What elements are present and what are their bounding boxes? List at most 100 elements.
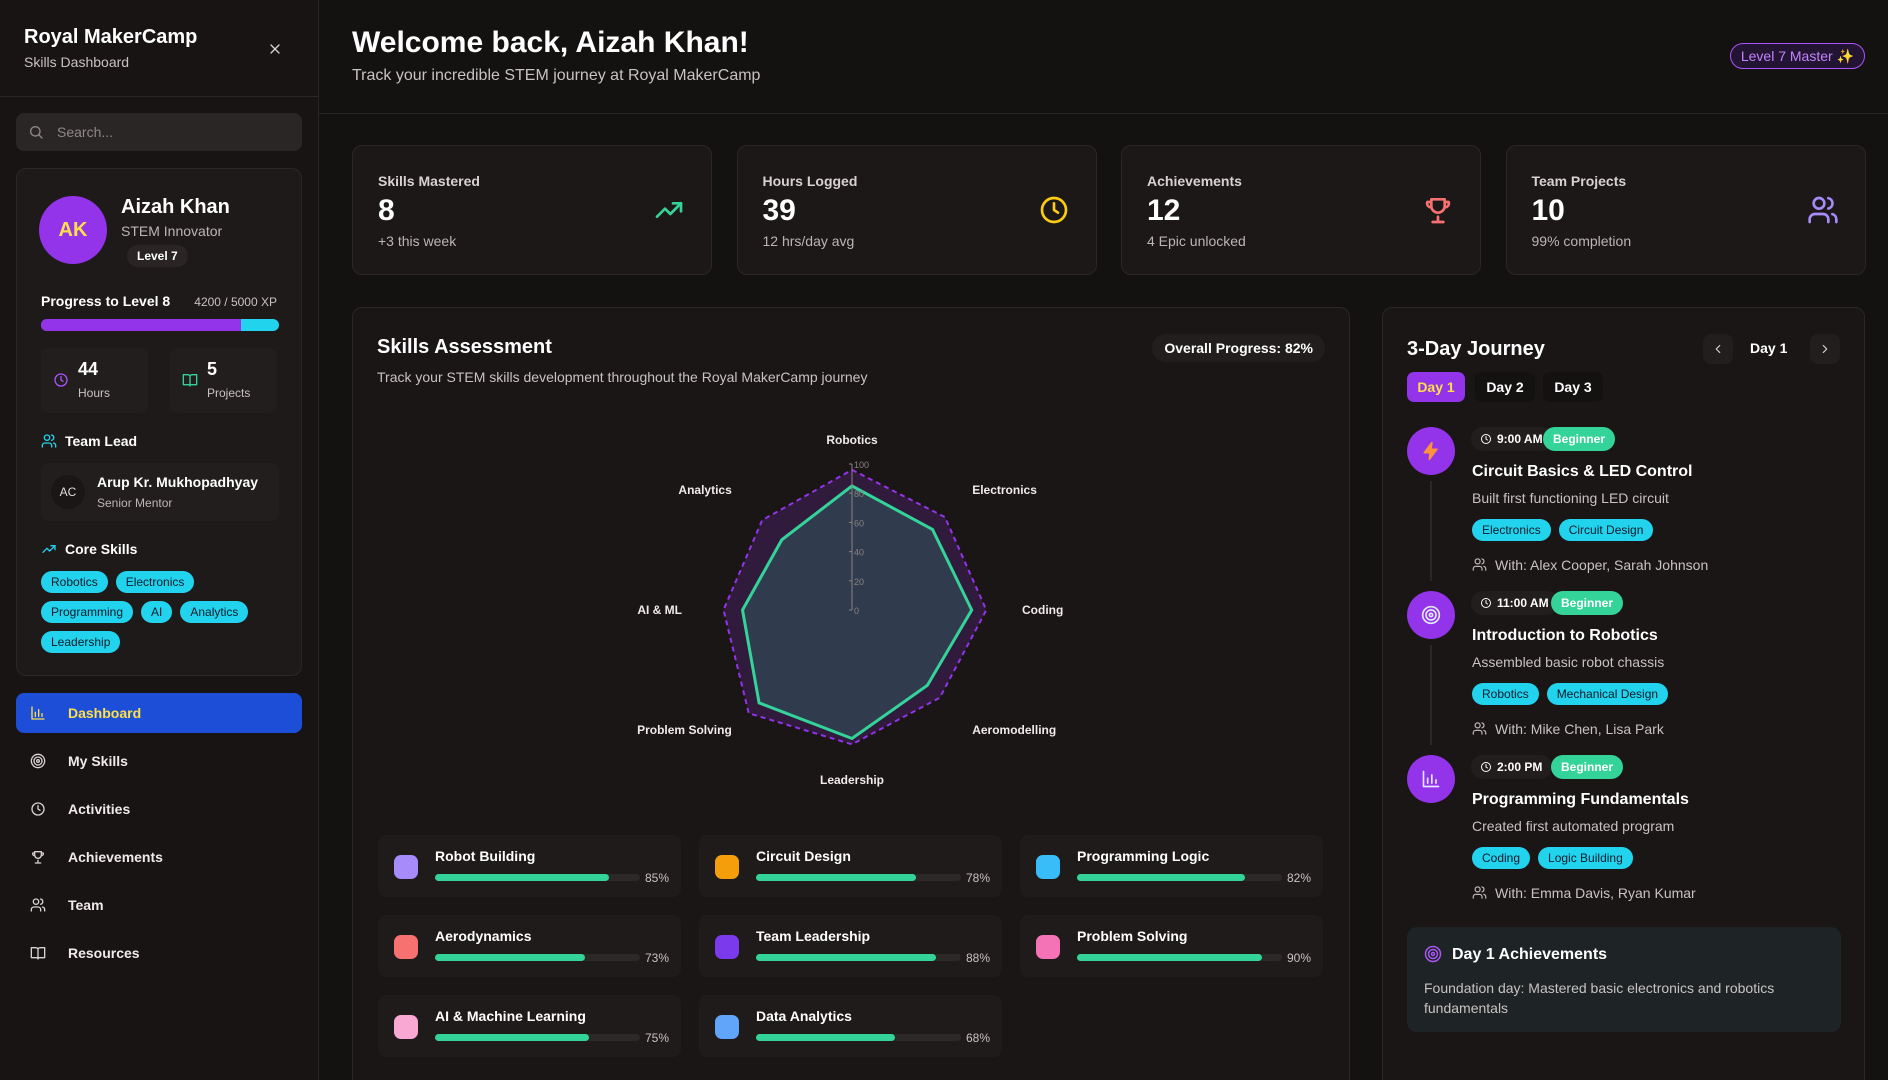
mini-stat-icon: [54, 373, 68, 387]
skills-title: Skills Assessment: [377, 336, 552, 358]
skill-card: Data Analytics 68%: [699, 995, 1002, 1057]
nav-item[interactable]: My Skills: [16, 741, 302, 781]
mini-stat-value: 5: [207, 359, 218, 379]
xp-label: 4200 / 5000 XP: [194, 295, 277, 309]
mentor-name: Arup Kr. Mukhopadhyay: [97, 474, 259, 490]
skill-icon: [1036, 935, 1060, 959]
sidebar: Royal MakerCamp Skills Dashboard Search...…: [0, 0, 319, 1080]
day-tab[interactable]: Day 3: [1543, 372, 1603, 402]
time-text: 11:00 AM: [1497, 596, 1549, 610]
icon-shape: [1474, 558, 1481, 565]
page-subtitle: Track your incredible STEM journey at Ro…: [352, 67, 761, 84]
nav-item[interactable]: Achievements: [16, 837, 302, 877]
timeline-icon: [1422, 770, 1440, 788]
icon-shape: [1428, 612, 1434, 618]
day-tab[interactable]: Day 2: [1475, 372, 1535, 402]
event-description: Built first functioning LED circuit: [1472, 490, 1669, 506]
radar-category-label: Coding: [1022, 603, 1063, 617]
icon-shape: [1485, 764, 1488, 769]
event-with: With: Alex Cooper, Sarah Johnson: [1495, 557, 1709, 573]
close-button[interactable]: [264, 38, 286, 60]
icon-shape: [30, 753, 46, 769]
icon-shape: [31, 802, 45, 816]
radar-area: [740, 484, 974, 741]
skill-bar: [1077, 954, 1262, 961]
skill-percent: 78%: [965, 871, 990, 885]
tag: Logic Building: [1538, 847, 1633, 869]
event-with: With: Mike Chen, Lisa Park: [1495, 721, 1664, 737]
skill-bar: [756, 1034, 896, 1041]
journey-title: 3-Day Journey: [1407, 338, 1545, 360]
skill-card: AI & Machine Learning 75%: [378, 995, 681, 1057]
timeline-icon: [1421, 605, 1441, 625]
nav-label: Resources: [68, 945, 140, 961]
mentor-avatar: AC: [51, 475, 85, 509]
skills-panel: Skills Assessment Track your STEM skills …: [352, 307, 1350, 1080]
timeline-dot: [1407, 755, 1455, 803]
timeline-line: [1430, 481, 1432, 581]
icon-shape: [30, 126, 41, 137]
core-skills: Robotics Electronics Programming AI Analytic…: [41, 571, 271, 653]
with-icon: [1472, 558, 1487, 571]
next-day-button[interactable]: [1810, 334, 1840, 364]
nav-icon: [30, 947, 46, 960]
mini-stat: 44 Hours: [41, 348, 148, 413]
icon-shape: [1472, 886, 1487, 899]
nav-icon: [31, 802, 45, 816]
stat-value: 39: [762, 194, 796, 227]
search-box[interactable]: Search...: [16, 113, 302, 151]
event-with: With: Emma Davis, Ryan Kumar: [1495, 885, 1696, 901]
icon-shape: [1481, 762, 1491, 772]
journey-panel: 3-Day Journey Day 1 Day 1 Day 2 Day 3 9:00 AM…: [1382, 307, 1865, 1080]
icon-shape: [182, 374, 198, 387]
nav-label: Achievements: [68, 849, 163, 865]
search-icon: [30, 126, 43, 139]
icon-shape: [1052, 202, 1059, 214]
radar-tick-label: 0: [854, 606, 859, 616]
nav-item[interactable]: Team: [16, 885, 302, 925]
icon-shape: [1811, 196, 1826, 210]
close-icon: [270, 44, 280, 54]
radar-category-label: Analytics: [678, 483, 732, 497]
tag: Robotics: [1472, 683, 1539, 705]
radar-tick-label: 20: [854, 577, 864, 587]
nav-item[interactable]: Dashboard: [16, 693, 302, 733]
nav-item[interactable]: Activities: [16, 789, 302, 829]
radar-target-area: [722, 468, 988, 746]
nav-item[interactable]: Resources: [16, 933, 302, 973]
icon-shape: [30, 898, 46, 912]
tag: AI: [141, 601, 173, 623]
nav-label: Dashboard: [68, 705, 142, 721]
stat-card: Team Projects 10 99% completion: [1505, 145, 1866, 275]
nav-icon: [30, 898, 46, 912]
mini-stat-label: Projects: [207, 386, 251, 400]
core-skills-heading: Core Skills: [65, 541, 138, 557]
prev-day-button[interactable]: [1703, 334, 1733, 364]
tag: Programming: [41, 601, 134, 623]
mentor-role: Senior Mentor: [97, 496, 173, 510]
overall-progress: Overall Progress: 82%: [1152, 334, 1325, 362]
stat-icon: [655, 202, 683, 218]
achievement-icon: [1424, 945, 1442, 963]
icon-shape: [36, 759, 40, 763]
tag: Mechanical Design: [1546, 683, 1669, 705]
radar-category-label: Electronics: [972, 483, 1037, 497]
time-pill: 2:00 PM: [1471, 755, 1553, 779]
level-master-badge: Level 7 Master ✨: [1729, 43, 1865, 69]
skill-percent: 90%: [1286, 951, 1311, 965]
achievement-box: Day 1 Achievements Foundation day: Master…: [1407, 927, 1841, 1032]
icon-shape: [42, 545, 56, 553]
event-tags: Robotics Mechanical Design: [1472, 683, 1669, 705]
icon-shape: [655, 202, 683, 218]
stat-note: +3 this week: [378, 233, 457, 249]
header-divider: [319, 113, 1888, 114]
tag: Robotics: [41, 571, 108, 593]
icon-shape: [1423, 441, 1438, 461]
chevron-right: [1822, 344, 1828, 354]
icon-shape: [270, 44, 280, 54]
event-description: Created first automated program: [1472, 818, 1675, 834]
skill-card: Robot Building 85%: [378, 835, 681, 897]
day-tab[interactable]: Day 1: [1407, 372, 1465, 402]
